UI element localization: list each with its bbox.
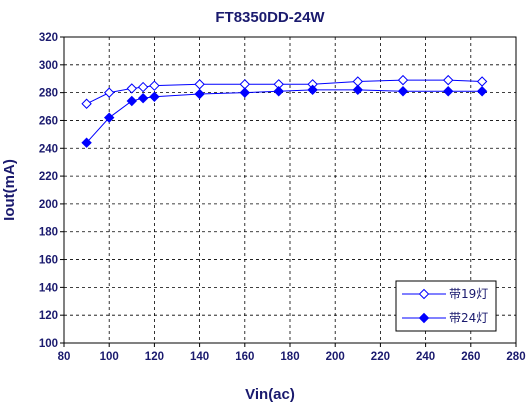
data-point (307, 84, 318, 96)
y-axis-label: Iout(mA) (1, 159, 18, 221)
x-axis-label: Vin(ac) (245, 386, 295, 403)
data-point (103, 112, 115, 123)
data-point (81, 98, 92, 109)
y-tick-label: 220 (39, 171, 58, 183)
data-point (103, 87, 115, 98)
x-tick-label: 100 (100, 351, 119, 363)
y-tick-label: 300 (39, 60, 58, 72)
data-point (476, 86, 488, 97)
x-tick-label: 140 (190, 351, 209, 363)
x-tick-label: 80 (58, 351, 71, 363)
x-tick-label: 160 (235, 351, 254, 363)
legend-marker (418, 312, 430, 324)
legend-item: 带24灯 (402, 311, 488, 325)
y-tick-label: 160 (39, 255, 58, 267)
x-tick-label: 180 (280, 351, 299, 363)
series-2 (81, 84, 488, 148)
data-point (126, 83, 138, 94)
y-axis-ticks: 100 120 140 160 180 200 220 240 260 280 300 320 (39, 32, 64, 350)
y-tick-label: 200 (39, 199, 58, 211)
data-point (149, 91, 160, 103)
data-point (442, 86, 454, 97)
data-point (239, 87, 251, 98)
data-point (194, 79, 205, 90)
y-tick-label: 260 (39, 115, 58, 127)
chart-title: FT8350DD-24W (215, 9, 325, 26)
y-tick-label: 100 (39, 338, 58, 350)
x-tick-label: 200 (326, 351, 345, 363)
legend-marker (418, 288, 430, 300)
data-point (273, 86, 284, 97)
y-tick-label: 280 (39, 88, 58, 100)
legend-item: 带19灯 (402, 287, 488, 301)
x-tick-label: 220 (371, 351, 390, 363)
legend-label: 带24灯 (449, 311, 488, 325)
x-tick-label: 280 (506, 351, 525, 363)
data-point (194, 88, 205, 100)
data-point (137, 92, 149, 104)
series-layer (81, 74, 488, 148)
y-tick-label: 140 (39, 282, 58, 294)
y-tick-label: 120 (39, 310, 58, 322)
y-tick-label: 180 (39, 227, 58, 239)
data-point (476, 76, 488, 87)
x-tick-label: 260 (461, 351, 480, 363)
y-tick-label: 240 (39, 143, 58, 155)
data-point (352, 84, 364, 96)
data-point (126, 95, 138, 107)
x-axis-ticks: 80 100 120 140 160 180 200 220 240 260 280 (58, 343, 526, 363)
x-tick-label: 120 (145, 351, 164, 363)
data-point (137, 81, 149, 93)
data-point (397, 86, 409, 97)
data-point (397, 74, 409, 86)
legend-label: 带19灯 (449, 287, 488, 301)
data-point (442, 74, 454, 86)
x-tick-label: 240 (416, 351, 435, 363)
data-point (81, 137, 92, 148)
data-point (149, 80, 160, 91)
legend-box (395, 280, 497, 332)
y-tick-label: 320 (39, 32, 58, 44)
